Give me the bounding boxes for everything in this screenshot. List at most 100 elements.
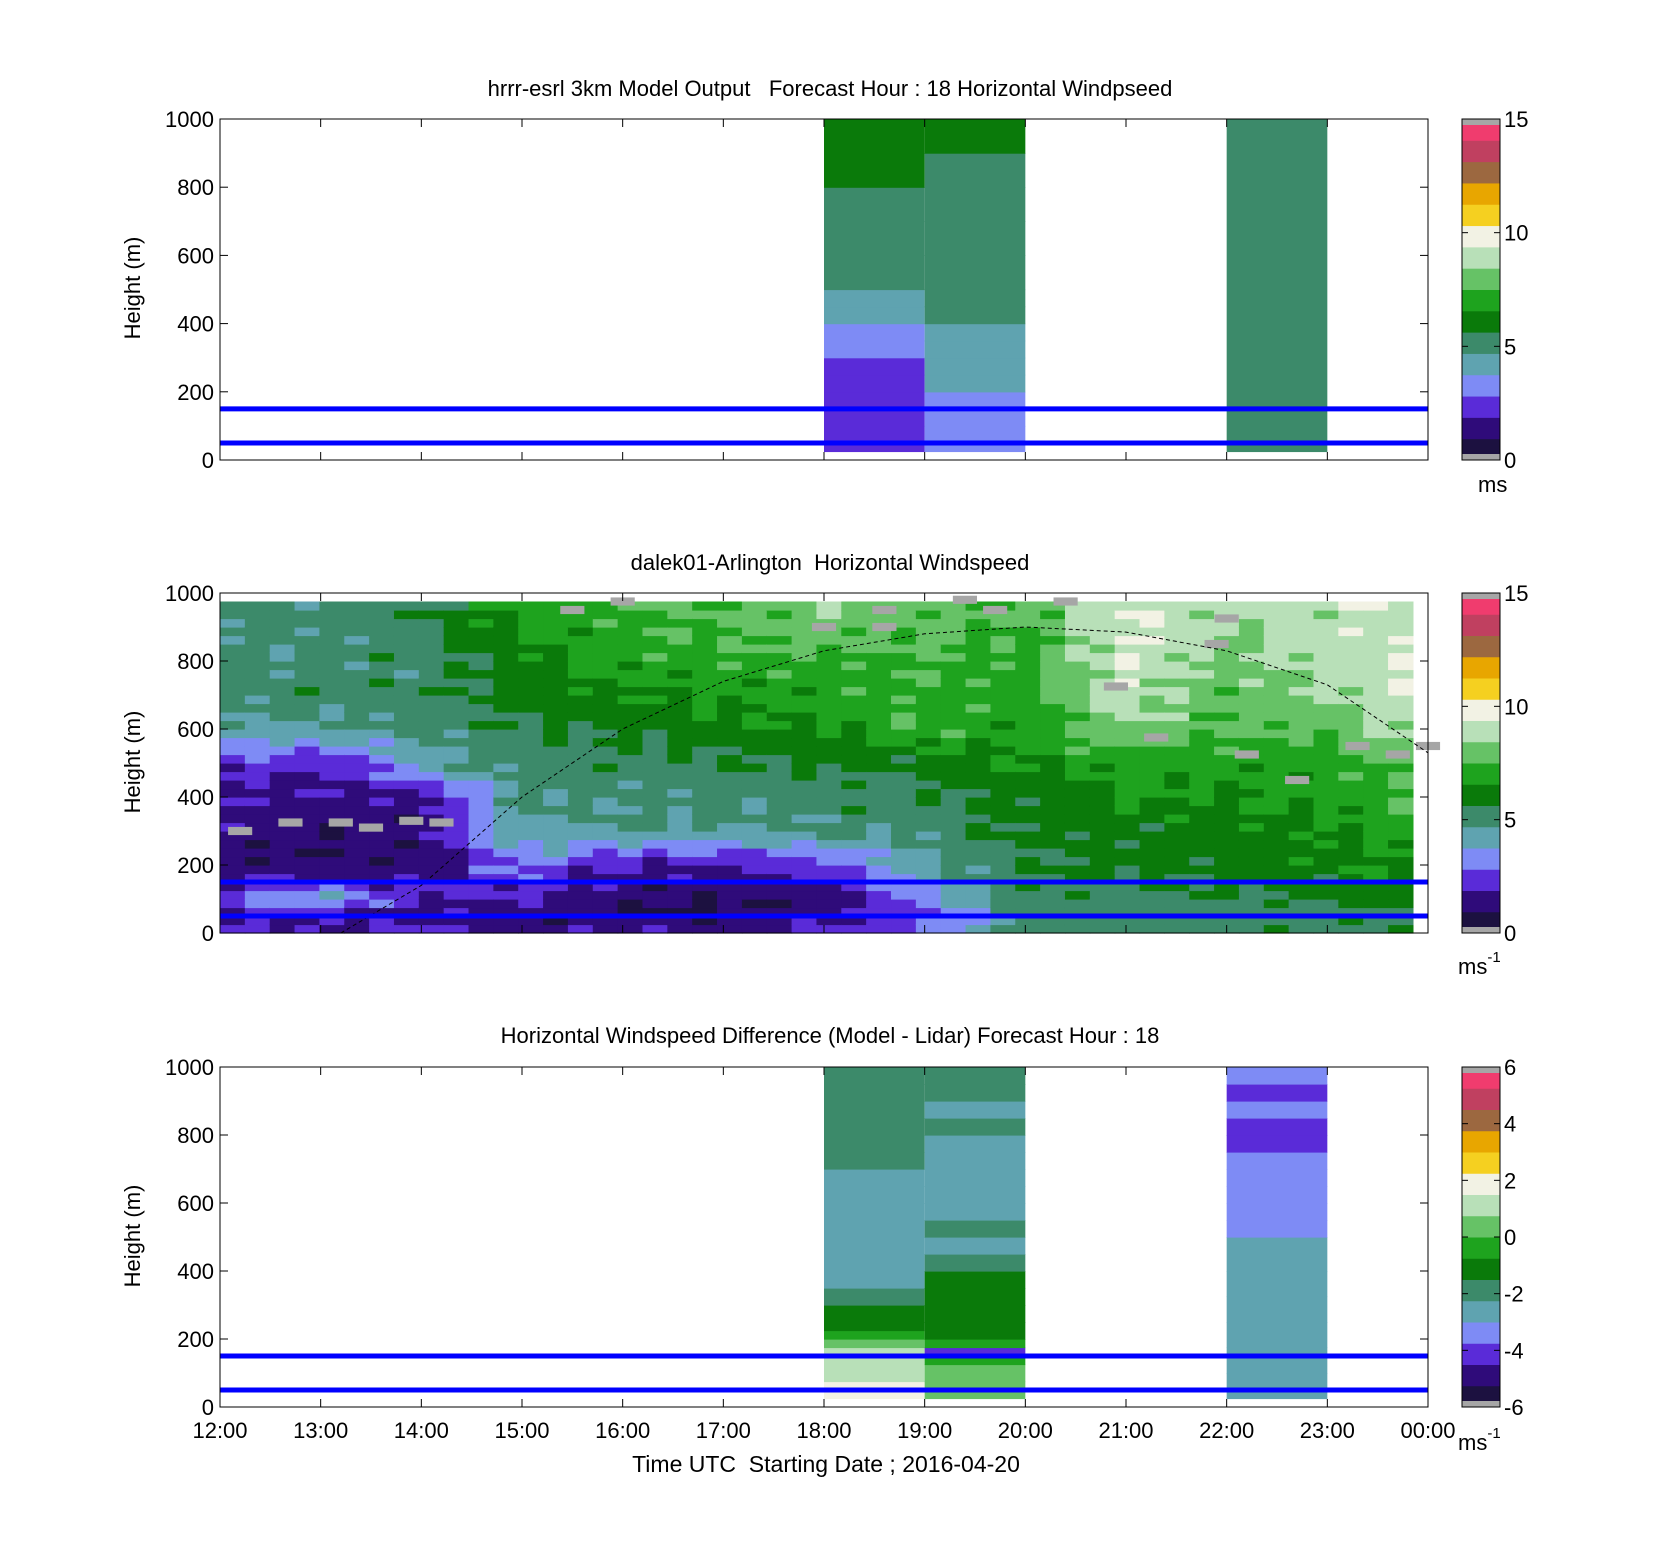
heatmap-cell xyxy=(717,618,743,628)
heatmap-cell xyxy=(1139,627,1165,637)
heatmap-cell xyxy=(940,695,967,705)
heatmap-cell xyxy=(592,805,619,815)
heatmap-cell xyxy=(1363,924,1389,934)
heatmap-cell xyxy=(891,788,917,798)
heatmap-cell xyxy=(1263,618,1290,628)
heatmap-cell xyxy=(642,797,668,807)
heatmap-cell xyxy=(891,822,917,832)
heatmap-cell xyxy=(824,1271,925,1289)
panel-1-reference-lines xyxy=(220,406,1428,446)
heatmap-cell xyxy=(824,1169,925,1187)
heatmap-cell xyxy=(1214,797,1240,807)
heatmap-cell xyxy=(924,425,1026,444)
heatmap-cell xyxy=(1139,695,1165,705)
heatmap-cell xyxy=(1313,848,1339,858)
heatmap-cell xyxy=(924,340,1026,359)
heatmap-cell xyxy=(891,703,917,713)
heatmap-cell xyxy=(766,661,793,671)
heatmap-cell xyxy=(1114,797,1141,807)
heatmap-cell xyxy=(244,712,271,722)
heatmap-cell xyxy=(1263,831,1290,841)
heatmap-cell xyxy=(1226,1203,1328,1221)
heatmap-cell xyxy=(1338,865,1364,875)
heatmap-cell xyxy=(816,678,842,688)
heatmap-cell xyxy=(1263,601,1290,611)
colorbar-segment xyxy=(1462,720,1500,743)
heatmap-cell xyxy=(617,610,644,620)
heatmap-cell xyxy=(294,890,321,900)
missing-data-cell xyxy=(429,818,454,827)
heatmap-cell xyxy=(824,221,925,256)
heatmap-cell xyxy=(824,1101,925,1119)
heatmap-cell xyxy=(915,814,942,824)
heatmap-cell xyxy=(1015,856,1041,866)
heatmap-cell xyxy=(1288,890,1315,900)
heatmap-cell xyxy=(841,916,867,926)
heatmap-cell xyxy=(269,788,296,798)
heatmap-cell xyxy=(1189,890,1215,900)
heatmap-cell xyxy=(244,865,271,875)
heatmap-cell xyxy=(543,729,569,739)
heatmap-cell xyxy=(1313,644,1339,654)
heatmap-cell xyxy=(1313,899,1339,909)
colorbar-segment xyxy=(1462,161,1500,184)
panel-1-heatmap-cells xyxy=(824,119,1328,453)
heatmap-cell xyxy=(1238,763,1265,773)
heatmap-cell xyxy=(940,737,967,747)
heatmap-cell xyxy=(1263,610,1290,620)
heatmap-cell xyxy=(791,746,818,756)
heatmap-cell xyxy=(940,831,967,841)
heatmap-cell xyxy=(866,652,892,662)
heatmap-cell xyxy=(493,924,519,934)
heatmap-cell xyxy=(1388,890,1414,900)
heatmap-cell xyxy=(518,652,544,662)
heatmap-cell xyxy=(642,635,668,645)
heatmap-cell xyxy=(369,814,395,824)
heatmap-cell xyxy=(1238,788,1265,798)
heatmap-cell xyxy=(1238,729,1265,739)
heatmap-cell xyxy=(1214,822,1240,832)
heatmap-cell xyxy=(965,686,992,696)
heatmap-cell xyxy=(915,601,942,611)
heatmap-cell xyxy=(766,686,793,696)
heatmap-cell xyxy=(1338,729,1364,739)
missing-data-cell xyxy=(358,823,384,832)
heatmap-cell xyxy=(518,856,544,866)
heatmap-cell xyxy=(816,754,842,764)
heatmap-cell xyxy=(940,890,967,900)
heatmap-cell xyxy=(418,873,445,883)
heatmap-cell xyxy=(592,754,619,764)
heatmap-cell xyxy=(244,856,271,866)
heatmap-cell xyxy=(1139,848,1165,858)
heatmap-cell xyxy=(344,882,370,892)
heatmap-cell xyxy=(766,763,793,773)
heatmap-cell xyxy=(369,737,395,747)
heatmap-cell xyxy=(1064,805,1091,815)
heatmap-cell xyxy=(1388,831,1414,841)
heatmap-cell xyxy=(1238,924,1265,934)
heatmap-cell xyxy=(418,805,445,815)
heatmap-cell xyxy=(543,924,569,934)
heatmap-cell xyxy=(891,890,917,900)
heatmap-cell xyxy=(1313,873,1339,883)
heatmap-cell xyxy=(1263,686,1290,696)
heatmap-cell xyxy=(468,907,494,917)
heatmap-cell xyxy=(667,746,693,756)
heatmap-cell xyxy=(791,924,818,934)
heatmap-cell xyxy=(443,652,470,662)
heatmap-cell xyxy=(244,686,271,696)
heatmap-cell xyxy=(1338,686,1364,696)
heatmap-cell xyxy=(642,890,668,900)
heatmap-cell xyxy=(1064,695,1091,705)
heatmap-cell xyxy=(393,610,420,620)
heatmap-cell xyxy=(244,635,271,645)
heatmap-cell xyxy=(393,763,420,773)
heatmap-cell xyxy=(493,652,519,662)
heatmap-cell xyxy=(1263,899,1290,909)
heatmap-cell xyxy=(443,916,470,926)
heatmap-cell xyxy=(940,848,967,858)
heatmap-cell xyxy=(319,771,345,781)
heatmap-cell xyxy=(1114,890,1141,900)
heatmap-cell xyxy=(493,754,519,764)
heatmap-cell xyxy=(1363,669,1389,679)
